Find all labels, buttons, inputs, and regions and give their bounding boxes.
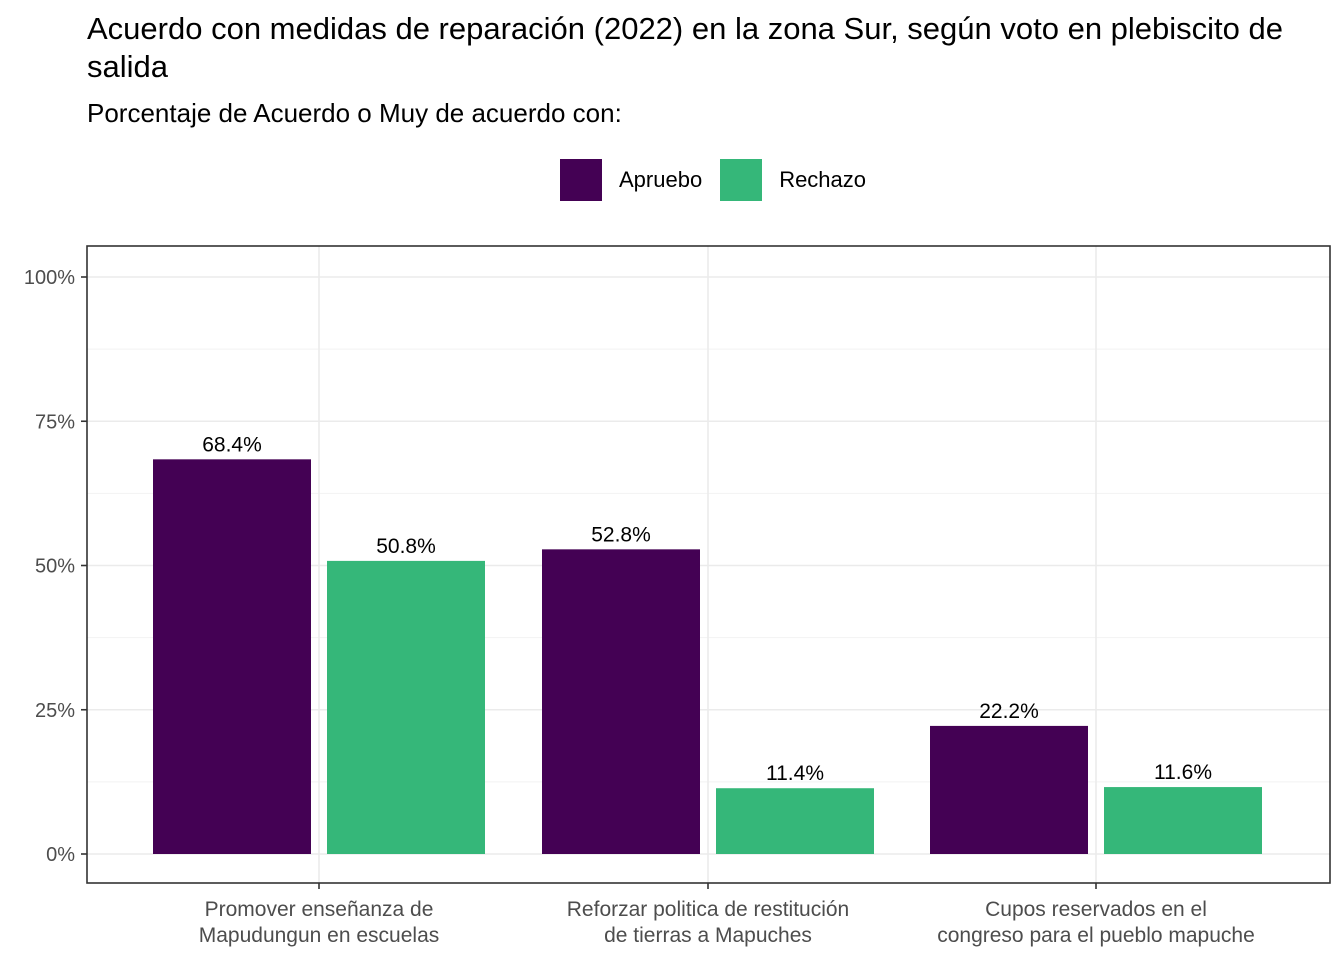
legend-item-apruebo: Apruebo bbox=[560, 159, 702, 201]
data-label-rechazo-1: 11.4% bbox=[766, 762, 824, 785]
y-tick-label: 100% bbox=[24, 267, 75, 289]
bar-apruebo-2 bbox=[930, 725, 1088, 854]
bar-rechazo-1 bbox=[716, 788, 874, 854]
y-tick-label: 75% bbox=[35, 411, 75, 433]
legend-label-rechazo: Rechazo bbox=[779, 167, 867, 192]
data-label-apruebo-0: 68.4% bbox=[202, 433, 262, 456]
x-tick-label: congreso para el pueblo mapuche bbox=[937, 924, 1255, 947]
x-tick-label: Reforzar politica de restitución bbox=[567, 898, 849, 921]
bar-rechazo-0 bbox=[327, 560, 485, 854]
legend-item-rechazo: Rechazo bbox=[720, 159, 866, 201]
y-tick-label: 50% bbox=[35, 556, 75, 578]
data-label-apruebo-1: 52.8% bbox=[591, 523, 651, 546]
data-label-rechazo-0: 50.8% bbox=[376, 535, 436, 558]
legend-key-rechazo bbox=[720, 159, 763, 201]
legend: Apruebo Rechazo bbox=[560, 158, 884, 202]
chart-title: Acuerdo con medidas de reparación (2022)… bbox=[87, 11, 1283, 84]
x-tick-label: Promover enseñanza de bbox=[205, 898, 434, 921]
legend-label-apruebo: Apruebo bbox=[619, 167, 703, 192]
chart-subtitle: Porcentaje de Acuerdo o Muy de acuerdo c… bbox=[87, 98, 622, 128]
bar-rechazo-2 bbox=[1104, 787, 1262, 854]
y-tick-label: 25% bbox=[35, 700, 75, 722]
x-tick-label: Cupos reservados en el bbox=[985, 898, 1207, 921]
bar-apruebo-0 bbox=[153, 459, 311, 854]
data-label-apruebo-2: 22.2% bbox=[979, 700, 1039, 723]
x-tick-label: Mapudungun en escuelas bbox=[199, 924, 440, 947]
legend-key-apruebo bbox=[560, 159, 602, 201]
y-tick-label: 0% bbox=[46, 844, 75, 866]
x-tick-label: de tierras a Mapuches bbox=[604, 924, 812, 947]
bar-apruebo-1 bbox=[542, 549, 700, 854]
data-label-rechazo-2: 11.6% bbox=[1154, 761, 1212, 784]
